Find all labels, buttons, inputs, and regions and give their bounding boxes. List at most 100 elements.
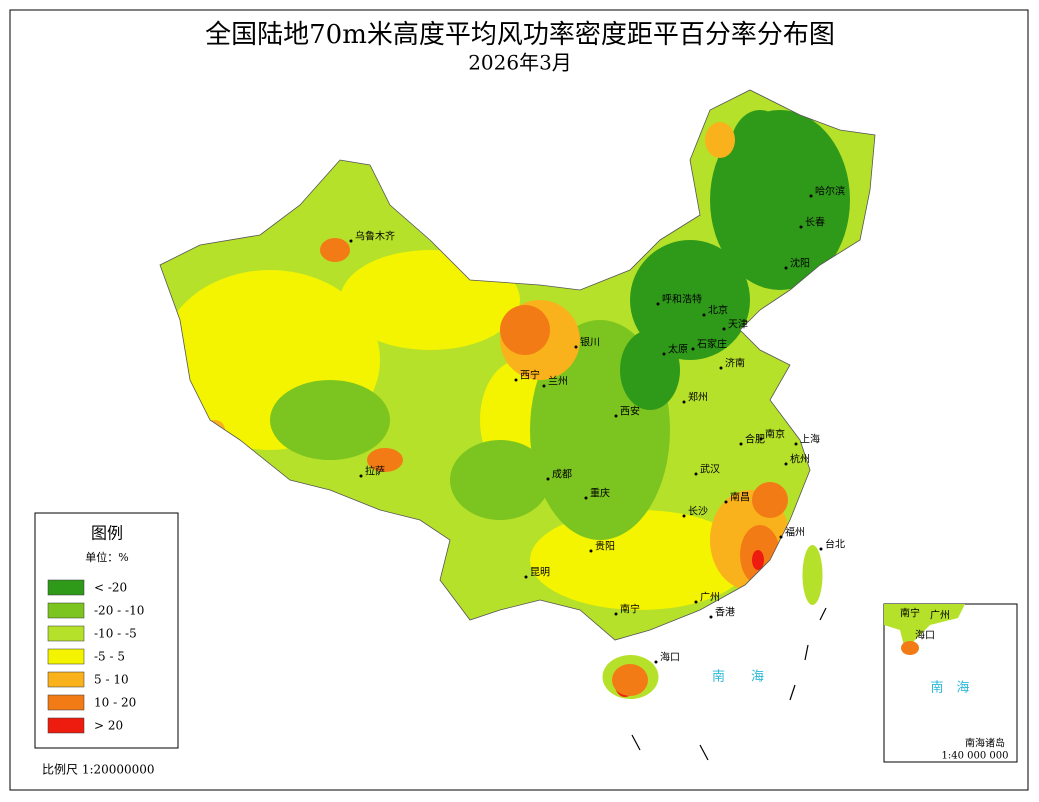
legend-label: < -20: [94, 581, 127, 595]
city-label: 香港: [715, 607, 735, 619]
city-label: 重庆: [590, 487, 610, 500]
city-dot: [656, 302, 660, 306]
subtitle: 2026年3月: [468, 51, 572, 75]
city-label: 哈尔滨: [815, 185, 845, 198]
legend-swatch: [47, 671, 85, 688]
city-dot: [809, 194, 813, 198]
city-dot: [584, 496, 588, 500]
city-label: 郑州: [688, 391, 708, 404]
nine-dash-line: [631, 607, 827, 761]
city-dot: [694, 600, 698, 604]
city-label: 杭州: [790, 453, 810, 466]
region: [752, 550, 764, 570]
city-dot: [654, 660, 658, 664]
city-label: 石家庄: [697, 338, 727, 351]
city-dot: [724, 500, 728, 504]
city-dot: [349, 239, 353, 243]
city-label: 合肥: [745, 433, 765, 446]
city-label: 乌鲁木齐: [355, 230, 395, 243]
inset-land: [884, 604, 965, 650]
city-label: 海口: [660, 651, 680, 664]
legend-swatch: [47, 579, 85, 596]
city-dot: [546, 477, 550, 481]
city-dot: [614, 612, 618, 616]
city-label: 福州: [785, 526, 805, 539]
city-dot: [759, 437, 763, 441]
inset-city-label: 南宁: [900, 607, 920, 620]
region: [500, 305, 550, 355]
legend-swatch: [47, 602, 85, 619]
inset-label: 南海诸岛: [965, 737, 1005, 750]
region: [367, 448, 403, 472]
region: [270, 380, 390, 460]
legend-label: -20 - -10: [94, 604, 144, 618]
title: 全国陆地70m米高度平均风功率密度距平百分率分布图: [205, 20, 835, 50]
city-dot: [794, 442, 798, 446]
city-label: 天津: [728, 319, 748, 331]
city-label: 长春: [805, 217, 825, 229]
city-dot: [694, 472, 698, 476]
city-label: 台北: [825, 538, 845, 551]
legend-label: 5 - 10: [94, 673, 129, 687]
border: [159, 89, 876, 641]
legend-items: < -20 -20 - -10 -10 - -5 -5 - 5 5 - 10 10 - 2…: [47, 579, 144, 734]
city-dot: [662, 352, 666, 356]
city-dot: [691, 347, 695, 351]
region: [612, 664, 648, 696]
region: [450, 440, 550, 520]
city-label: 拉萨: [365, 465, 385, 478]
legend-swatch: [47, 648, 85, 665]
inset-scale: 1:40 000 000: [942, 751, 1009, 762]
legend-label: -10 - -5: [94, 627, 137, 641]
legend-label: > 20: [94, 719, 123, 733]
legend-unit: 单位：%: [85, 550, 128, 564]
inset-city-label: 广州: [930, 610, 950, 622]
region: [630, 240, 750, 360]
legend-swatch: [47, 625, 85, 642]
city-label: 北京: [708, 304, 728, 317]
inset-sea-label: 南 海: [930, 680, 969, 696]
city-dot: [784, 266, 788, 270]
region: [705, 122, 735, 158]
city-dot: [739, 442, 743, 446]
city-label: 济南: [725, 357, 745, 370]
city-dot: [722, 327, 726, 331]
city-dot: [779, 535, 783, 539]
inset-city-label: 海口: [915, 629, 935, 642]
city-label: 呼和浩特: [662, 294, 702, 306]
scale: 比例尺 1:20000000: [42, 763, 155, 777]
city-label: 贵阳: [595, 540, 615, 553]
city-dot: [819, 547, 823, 551]
city-dot: [784, 462, 788, 466]
region: [320, 238, 350, 262]
city-dot: [682, 400, 686, 404]
region: [340, 250, 520, 350]
map-fill: [160, 90, 875, 699]
inset-hainan: [901, 641, 919, 655]
region: [730, 110, 790, 190]
legend-label: 10 - 20: [94, 696, 136, 710]
city-label: 南昌: [730, 491, 750, 504]
city-label: 昆明: [530, 567, 550, 579]
city-dot: [702, 313, 706, 317]
city-dot: [524, 575, 528, 579]
city-label: 西安: [620, 405, 640, 418]
city-dot: [719, 366, 723, 370]
city-label: 长沙: [688, 506, 708, 518]
region: [752, 482, 788, 518]
city-dot: [514, 378, 518, 382]
city-label: 沈阳: [790, 257, 810, 270]
city-dot: [574, 345, 578, 349]
city-dot: [709, 615, 713, 619]
city-label: 成都: [552, 469, 572, 481]
legend-swatch: [47, 717, 85, 734]
city-label: 太原: [668, 343, 688, 356]
city-label: 南京: [765, 428, 785, 441]
city-dot: [682, 514, 686, 518]
legend-label: -5 - 5: [94, 650, 125, 664]
city-label: 上海: [800, 433, 820, 446]
frame: [9, 9, 1029, 791]
